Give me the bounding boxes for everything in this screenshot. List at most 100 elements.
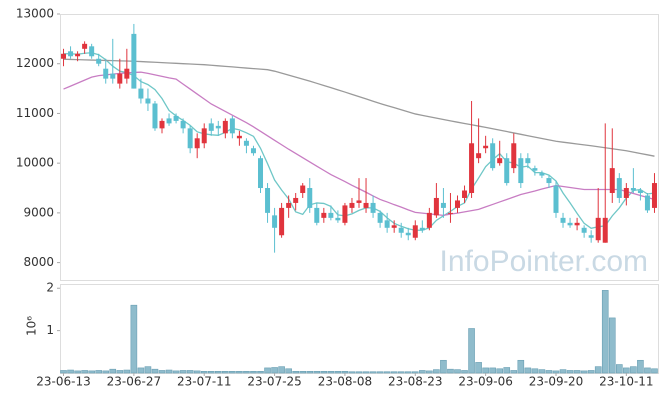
candle-body	[222, 120, 228, 134]
y-tick-label: 1	[46, 323, 54, 337]
volume-bar	[95, 370, 102, 374]
volume-bar	[334, 371, 342, 374]
volume-bar	[489, 367, 496, 374]
volume-bar	[144, 366, 152, 374]
volume-bar	[538, 369, 546, 374]
volume-bar	[510, 370, 518, 374]
candle-body	[363, 202, 369, 208]
volume-bar	[651, 368, 658, 374]
volume-bar	[137, 367, 145, 374]
candle-body	[553, 185, 559, 213]
candle-body	[433, 197, 439, 216]
candle-body	[236, 135, 242, 139]
candle-body	[539, 173, 545, 176]
volume-bar	[165, 369, 173, 374]
candle-body	[187, 128, 193, 149]
candle-body	[616, 178, 622, 198]
y-tick-label: 11000	[16, 106, 54, 120]
volume-bar	[74, 370, 81, 374]
volume-bar	[524, 367, 532, 374]
volume-bar	[313, 371, 321, 374]
candle-body	[356, 200, 362, 203]
candle-body	[124, 68, 130, 79]
volume-bar	[601, 290, 609, 374]
volume-bar	[503, 367, 511, 374]
volume-bar	[67, 369, 74, 374]
volume-bar	[60, 370, 67, 374]
volume-bar	[376, 371, 384, 374]
x-tick-label: 23-07-25	[247, 375, 301, 389]
volume-bar	[207, 371, 215, 374]
candle-body	[511, 143, 517, 169]
candle-body	[152, 103, 158, 129]
volume-bar	[468, 328, 475, 374]
volume-bar	[397, 371, 405, 374]
candle-body	[426, 212, 432, 228]
candle-body	[609, 168, 615, 193]
volume-bar	[306, 371, 314, 374]
volume-bar	[243, 371, 250, 374]
candle-body	[279, 207, 285, 236]
candle-body	[419, 227, 425, 231]
volume-bar	[559, 369, 567, 374]
candle-body	[651, 183, 657, 208]
volume-bar	[257, 371, 264, 374]
price-panel	[60, 14, 659, 281]
volume-bar	[278, 366, 285, 374]
candle-body	[588, 235, 594, 238]
volume-bar	[327, 371, 335, 374]
volume-bar	[109, 368, 117, 374]
volume-bar	[179, 370, 187, 374]
volume-bar	[644, 367, 651, 374]
candle-body	[194, 138, 200, 149]
candle-body	[398, 227, 404, 233]
y-tick-label: 2	[46, 281, 54, 295]
x-tick-label: 23-09-06	[458, 375, 512, 389]
volume-bar	[482, 367, 489, 374]
volume-bar	[454, 369, 461, 374]
volume-bar	[447, 368, 454, 374]
candle-body	[637, 190, 643, 193]
volume-bar	[271, 367, 278, 374]
candle-body	[75, 53, 81, 57]
volume-bar	[440, 359, 447, 374]
volume-bar	[545, 370, 553, 374]
candle-body	[595, 217, 601, 241]
volume-bar	[623, 367, 630, 374]
volume-bar	[531, 368, 539, 374]
candle-body	[250, 148, 256, 154]
volume-bar	[229, 371, 236, 374]
volume-bar	[355, 371, 363, 374]
y-axis-label: 10⁶	[25, 316, 39, 336]
candle-body	[328, 212, 334, 218]
volume-bar	[88, 370, 95, 374]
volume-bar	[496, 368, 504, 374]
volume-bar	[390, 371, 398, 374]
candle-body	[265, 188, 271, 213]
volume-bar	[616, 364, 623, 374]
candle-body	[243, 140, 249, 146]
volume-bar	[285, 368, 292, 374]
volume-bar	[517, 359, 525, 374]
candle-body	[644, 195, 650, 211]
volume-bar	[362, 371, 370, 374]
volume-bar	[236, 371, 243, 374]
candle-body	[82, 43, 88, 49]
watermark: InfoPointer.com	[440, 245, 648, 278]
volume-bar	[630, 366, 637, 374]
volume-bar	[475, 362, 482, 374]
volume-bar	[172, 370, 180, 374]
candle-body	[349, 202, 355, 208]
candle-body	[314, 207, 320, 223]
volume-bar	[130, 304, 138, 374]
volume-bar	[580, 370, 588, 374]
volume-bar	[637, 359, 644, 374]
candle-body	[602, 217, 608, 243]
candle-body	[335, 217, 341, 221]
y-tick-label: 13000	[16, 7, 54, 21]
volume-bar	[426, 370, 433, 374]
moving-average-line	[63, 58, 655, 157]
candle-body	[173, 115, 179, 121]
x-tick-label: 23-06-13	[36, 375, 90, 389]
